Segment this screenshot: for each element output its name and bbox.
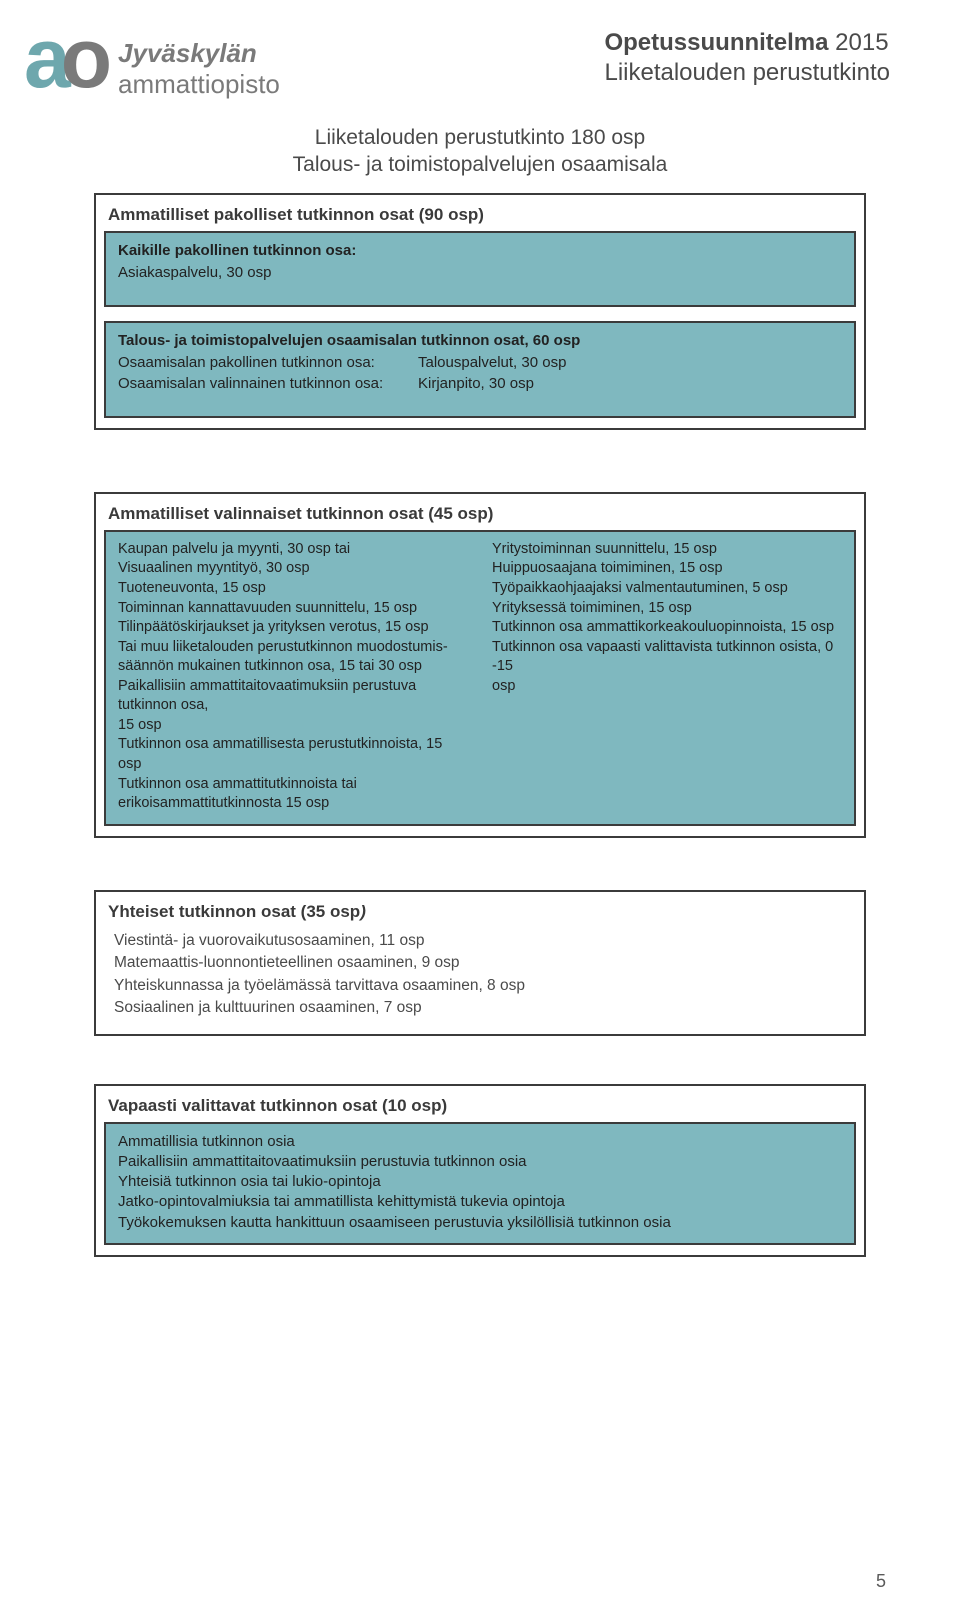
section1-box2: Talous- ja toimistopalvelujen osaamisala… — [104, 321, 856, 418]
content-area: Liiketalouden perustutkinto 180 osp Talo… — [0, 100, 960, 1257]
section2-left-col: Kaupan palvelu ja myynti, 30 osp tai Vis… — [118, 540, 468, 814]
list-item: Kaupan palvelu ja myynti, 30 osp tai — [118, 540, 468, 560]
list-item: Yritystoiminnan suunnittelu, 15 osp — [492, 540, 842, 560]
list-item: Ammatillisia tutkinnon osia — [118, 1132, 842, 1152]
section3-lines: Viestintä- ja vuorovaikutusosaaminen, 11… — [104, 928, 856, 1024]
logo-line1: Jyväskylän — [118, 38, 280, 69]
list-item: Matemaattis-luonnontieteellinen osaamine… — [114, 952, 846, 974]
doc-title-year: 2015 — [829, 29, 889, 56]
list-item: Sosiaalinen ja kulttuurinen osaaminen, 7… — [114, 997, 846, 1019]
section-yhteiset: Yhteiset tutkinnon osat (35 osp) Viestin… — [94, 890, 866, 1036]
list-item: Viestintä- ja vuorovaikutusosaaminen, 11… — [114, 930, 846, 952]
list-item: Jatko-opintovalmiuksia tai ammatillista … — [118, 1192, 842, 1212]
section1-box2-row2-val: Kirjanpito, 30 osp — [418, 374, 842, 394]
list-item: Tai muu liiketalouden perustutkinnon muo… — [118, 638, 468, 658]
section3-title-text: Yhteiset tutkinnon osat (35 osp — [108, 902, 360, 921]
logo-line2: ammattiopisto — [118, 69, 280, 100]
section1-title: Ammatilliset pakolliset tutkinnon osat (… — [104, 201, 856, 231]
page-header: ao Jyväskylän ammattiopisto Opetussuunni… — [0, 0, 960, 100]
section1-box2-bold: Talous- ja toimistopalvelujen osaamisala… — [118, 331, 842, 351]
logo-mark: ao — [24, 28, 102, 88]
list-item: Tilinpäätöskirjaukset ja yrityksen verot… — [118, 618, 468, 638]
section1-box1-line: Asiakaspalvelu, 30 osp — [118, 263, 842, 283]
list-item: Työkokemuksen kautta hankittuun osaamise… — [118, 1213, 842, 1233]
section-valinnaiset: Ammatilliset valinnaiset tutkinnon osat … — [94, 492, 866, 838]
document-title-block: Opetussuunnitelma 2015 Liiketalouden per… — [604, 28, 890, 88]
doc-title-bold: Opetussuunnitelma — [604, 29, 828, 56]
doc-title-line1: Opetussuunnitelma 2015 — [604, 28, 890, 58]
section1-box2-row1: Osaamisalan pakollinen tutkinnon osa: Ta… — [118, 353, 842, 373]
section2-title: Ammatilliset valinnaiset tutkinnon osat … — [104, 500, 856, 530]
logo-letter-a: a — [24, 11, 61, 105]
list-item: Tuoteneuvonta, 15 osp — [118, 579, 468, 599]
list-item: Tutkinnon osa ammattitutkinnoista tai — [118, 775, 468, 795]
list-item: 15 osp — [118, 716, 468, 736]
list-item: osp — [492, 677, 842, 697]
section-vapaasti: Vapaasti valittavat tutkinnon osat (10 o… — [94, 1084, 866, 1257]
list-item: Yhteisiä tutkinnon osia tai lukio-opinto… — [118, 1172, 842, 1192]
section1-box1: Kaikille pakollinen tutkinnon osa: Asiak… — [104, 231, 856, 308]
main-title-line2: Talous- ja toimistopalvelujen osaamisala — [94, 151, 866, 178]
list-item: Työpaikkaohjaajaksi valmentautuminen, 5 … — [492, 579, 842, 599]
list-item: Yhteiskunnassa ja työelämässä tarvittava… — [114, 975, 846, 997]
section1-box2-row1-val: Talouspalvelut, 30 osp — [418, 353, 842, 373]
section2-box: Kaupan palvelu ja myynti, 30 osp tai Vis… — [104, 530, 856, 826]
section-pakolliset: Ammatilliset pakolliset tutkinnon osat (… — [94, 193, 866, 430]
list-item: Tutkinnon osa ammattikorkeakouluopinnois… — [492, 618, 842, 638]
section1-box2-row1-key: Osaamisalan pakollinen tutkinnon osa: — [118, 353, 418, 373]
list-item: Paikallisiin ammattitaitovaatimuksiin pe… — [118, 677, 468, 716]
section2-right-col: Yritystoiminnan suunnittelu, 15 osp Huip… — [492, 540, 842, 814]
logo-block: ao Jyväskylän ammattiopisto — [24, 28, 280, 100]
section4-title: Vapaasti valittavat tutkinnon osat (10 o… — [104, 1092, 856, 1122]
main-title: Liiketalouden perustutkinto 180 osp Talo… — [94, 124, 866, 179]
list-item: Paikallisiin ammattitaitovaatimuksiin pe… — [118, 1152, 842, 1172]
list-item: Toiminnan kannattavuuden suunnittelu, 15… — [118, 599, 468, 619]
list-item: erikoisammattitutkinnosta 15 osp — [118, 794, 468, 814]
section1-box2-row2: Osaamisalan valinnainen tutkinnon osa: K… — [118, 374, 842, 394]
list-item: Tutkinnon osa ammatillisesta perustutkin… — [118, 735, 468, 774]
list-item: Visuaalinen myyntityö, 30 osp — [118, 559, 468, 579]
section2-columns: Kaupan palvelu ja myynti, 30 osp tai Vis… — [118, 540, 842, 814]
list-item: Huippuosaajana toimiminen, 15 osp — [492, 559, 842, 579]
section1-box2-row2-key: Osaamisalan valinnainen tutkinnon osa: — [118, 374, 418, 394]
section3-title: Yhteiset tutkinnon osat (35 osp) — [104, 898, 856, 928]
logo-letter-o: o — [61, 11, 102, 105]
list-item: Tutkinnon osa vapaasti valittavista tutk… — [492, 638, 842, 677]
doc-title-line2: Liiketalouden perustutkinto — [604, 58, 890, 88]
section4-box: Ammatillisia tutkinnon osia Paikallisiin… — [104, 1122, 856, 1245]
list-item: Yrityksessä toimiminen, 15 osp — [492, 599, 842, 619]
main-title-line1: Liiketalouden perustutkinto 180 osp — [94, 124, 866, 151]
section1-box1-bold: Kaikille pakollinen tutkinnon osa: — [118, 241, 842, 261]
list-item: säännön mukainen tutkinnon osa, 15 tai 3… — [118, 657, 468, 677]
logo-text: Jyväskylän ammattiopisto — [118, 38, 280, 100]
section3-title-paren: ) — [360, 902, 366, 921]
page-number: 5 — [876, 1571, 886, 1592]
